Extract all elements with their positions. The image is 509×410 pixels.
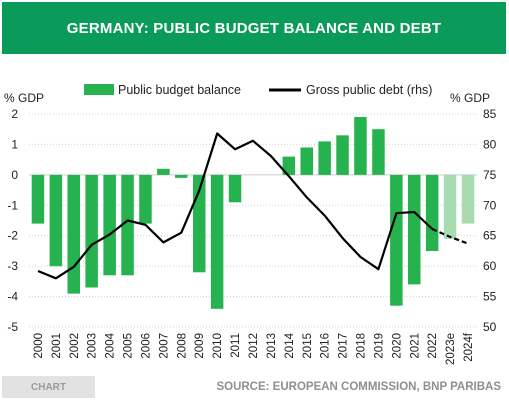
- y-tick-label: -3: [7, 259, 18, 273]
- y-tick-label: -2: [7, 229, 18, 243]
- balance-bar: [157, 168, 170, 175]
- x-tick-label: 2020: [391, 333, 403, 359]
- x-ticks: 2000 2001 2002 2003 2004 2005 2006 2007 2008 2009…: [33, 332, 475, 365]
- right-ticks: 85 80 75 70 65 60 55 50: [483, 107, 497, 334]
- x-tick-label: 2015: [302, 333, 314, 359]
- x-tick-label: 2017: [338, 333, 350, 359]
- source-note: SOURCE: EUROPEAN COMMISSION, BNP PARIBAS: [216, 381, 501, 393]
- chart-svg: Public budget balance Gross public debt (…: [4, 83, 497, 365]
- title-banner: GERMANY: PUBLIC BUDGET BALANCE AND DEBT: [2, 2, 506, 54]
- x-tick-label: 2016: [320, 333, 332, 359]
- chart-title: GERMANY: PUBLIC BUDGET BALANCE AND DEBT: [66, 19, 442, 37]
- x-tick-label: 2005: [123, 333, 135, 359]
- x-tick-label: 2008: [176, 333, 188, 359]
- chart-tag: CHART: [2, 376, 95, 398]
- balance-bar: [336, 135, 349, 175]
- balance-bar: [390, 174, 403, 306]
- legend-label-debt: Gross public debt (rhs): [306, 83, 432, 97]
- y2-tick-label: 65: [483, 229, 497, 243]
- balance-bar: [228, 174, 242, 203]
- y-tick-label: 2: [11, 107, 18, 121]
- x-tick-label: 2011: [230, 333, 242, 358]
- y2-tick-label: 85: [483, 107, 497, 121]
- x-tick-label: 2018: [356, 333, 368, 359]
- x-tick-label: 2009: [194, 333, 206, 359]
- legend: Public budget balance Gross public debt (…: [84, 83, 432, 97]
- balance-bar: [408, 174, 421, 285]
- x-tick-label: 2006: [141, 333, 153, 359]
- x-tick-label: 2010: [212, 333, 224, 359]
- y-tick-label: -1: [7, 198, 18, 212]
- balance-bar: [139, 174, 152, 224]
- balance-bar: [49, 174, 63, 267]
- legend-swatch-balance: [84, 84, 114, 95]
- x-tick-label: 2024f: [463, 332, 475, 362]
- balance-bar: [461, 174, 475, 224]
- y-tick-label: 0: [11, 168, 18, 182]
- debt-line-solid: [37, 132, 433, 280]
- y2-tick-label: 70: [483, 198, 497, 212]
- balance-bar: [282, 156, 296, 175]
- y2-tick-label: 60: [483, 259, 497, 273]
- x-tick-label: 2002: [69, 333, 81, 359]
- y2-tick-label: 75: [483, 168, 497, 182]
- x-tick-label: 2003: [87, 333, 99, 359]
- balance-bar: [443, 174, 457, 239]
- left-ticks: 2 1 0 -1 -2 -3 -4 -5: [7, 107, 18, 334]
- balance-bar: [372, 129, 385, 175]
- balance-bar: [318, 141, 331, 175]
- x-tick-label: 2012: [248, 333, 260, 359]
- legend-label-balance: Public budget balance: [118, 83, 241, 97]
- balance-bar: [354, 117, 367, 175]
- x-tick-label: 2001: [51, 333, 63, 359]
- x-tick-label: 2019: [373, 333, 385, 359]
- debt-line-forecast: [431, 227, 469, 245]
- balance-bar: [175, 174, 188, 178]
- x-tick-label: 2023e: [445, 333, 457, 365]
- x-tick-label: 2021: [409, 333, 421, 359]
- chart-tag-label: CHART: [31, 381, 66, 393]
- balance-bar: [85, 174, 98, 288]
- y-axis-label: % GDP: [4, 91, 44, 105]
- x-tick-label: 2022: [427, 333, 439, 359]
- y2-tick-label: 80: [483, 137, 497, 151]
- balance-bar: [67, 174, 80, 294]
- x-tick-label: 2013: [266, 333, 278, 359]
- debt-line: [37, 132, 469, 280]
- y2-tick-label: 50: [483, 320, 497, 334]
- balance-bar: [121, 174, 134, 276]
- y-tick-label: -4: [7, 290, 18, 304]
- balance-bar: [31, 174, 45, 224]
- y-tick-label: 1: [11, 137, 18, 151]
- x-tick-label: 2007: [158, 333, 170, 359]
- y2-axis-label: % GDP: [450, 91, 490, 105]
- x-tick-label: 2000: [33, 333, 45, 359]
- x-tick-label: 2004: [105, 332, 117, 358]
- grid: [29, 113, 477, 328]
- y2-tick-label: 55: [483, 290, 497, 304]
- y-tick-label: -5: [7, 320, 18, 334]
- balance-bar: [300, 147, 313, 175]
- balance-bar: [210, 174, 224, 309]
- bars: [31, 117, 475, 309]
- x-tick-label: 2014: [284, 332, 296, 358]
- balance-bar: [425, 174, 439, 251]
- balance-bar: [103, 174, 116, 276]
